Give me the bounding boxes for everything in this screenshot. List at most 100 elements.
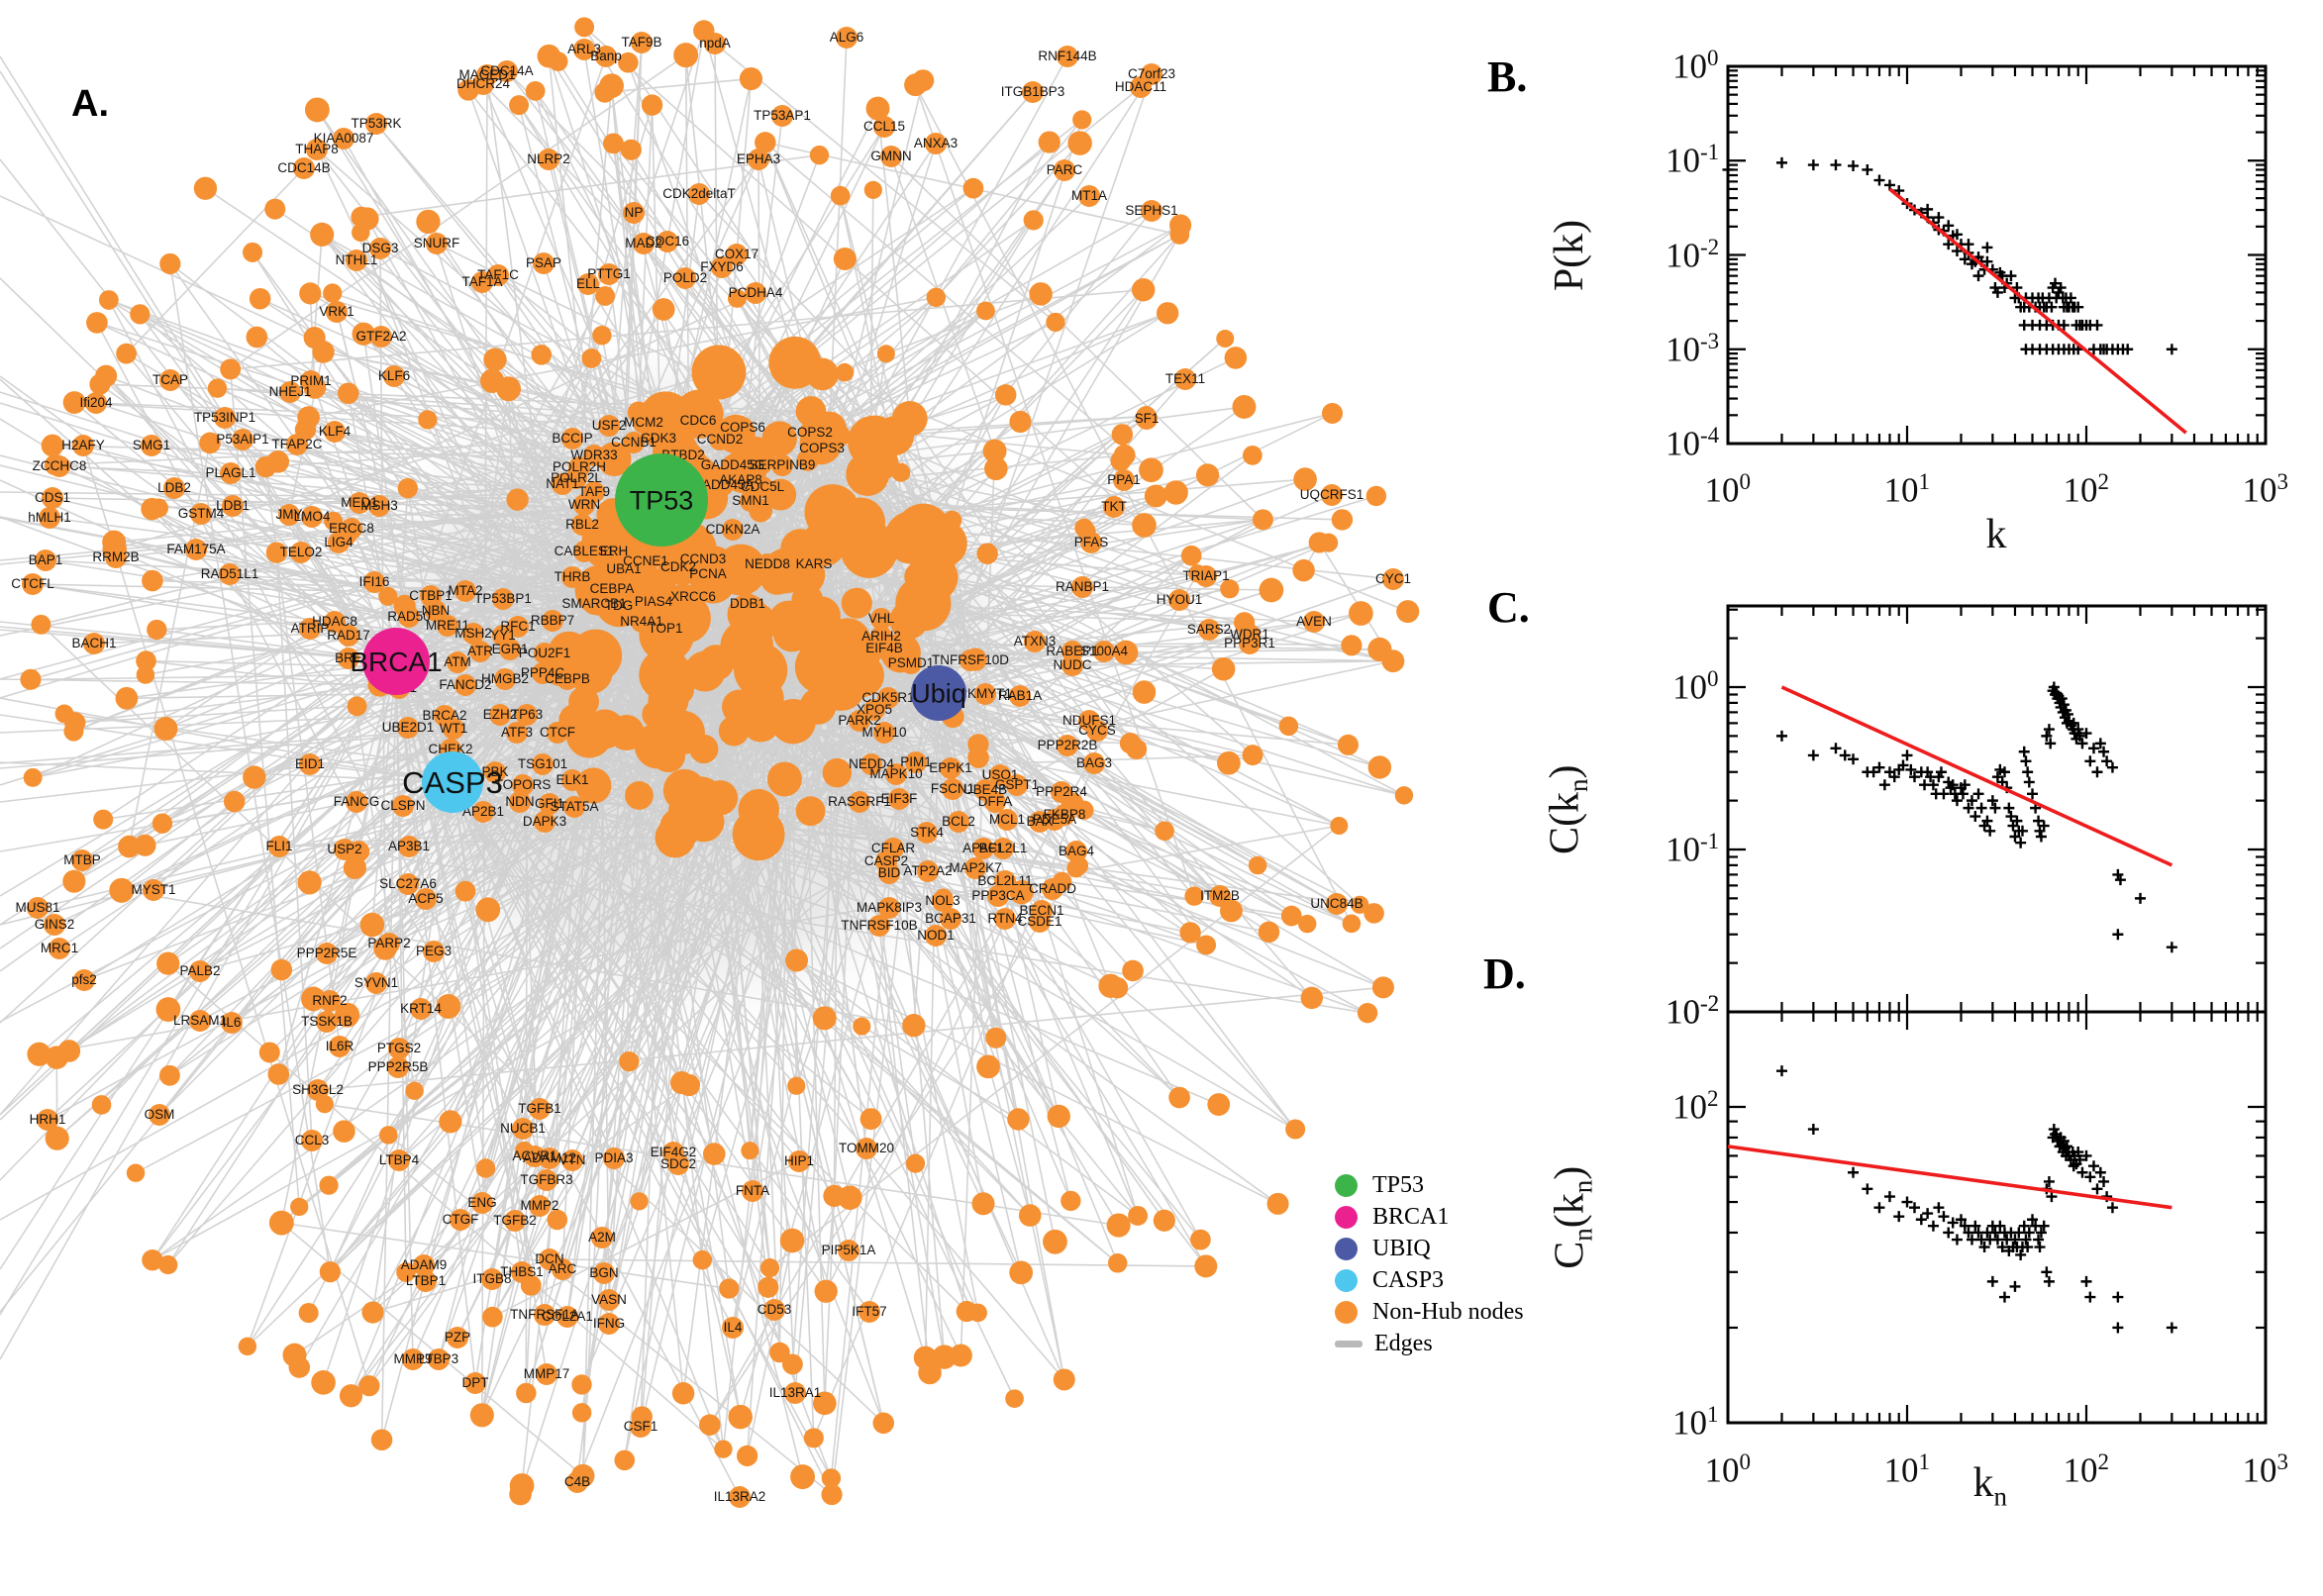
gene-node — [1074, 800, 1094, 820]
gene-label: TP53RK — [351, 116, 401, 131]
gene-node — [301, 1130, 323, 1151]
gene-label: KLF4 — [319, 424, 352, 439]
gene-node — [577, 273, 599, 295]
gene-node — [799, 422, 821, 444]
y-tick-B-10^-2: 10-2 — [1666, 234, 1720, 275]
gene-label: CCNB1 — [611, 435, 656, 449]
gene-node — [619, 1051, 640, 1072]
gene-label: SYVN1 — [354, 975, 398, 990]
gene-node — [984, 791, 1006, 813]
plot-D — [1726, 1010, 2268, 1425]
gene-node — [436, 994, 461, 1019]
gene-node — [1155, 821, 1174, 842]
gene-node — [396, 1262, 416, 1282]
gene-node — [1337, 734, 1360, 755]
gene-label: BID — [878, 865, 901, 880]
gene-node — [1300, 986, 1323, 1010]
gene-label: TFAP2C — [271, 437, 322, 451]
gene-node — [904, 73, 927, 97]
legend-color-dot — [1335, 1173, 1358, 1197]
gene-node — [536, 1363, 557, 1385]
gene-node — [286, 434, 308, 455]
gene-node — [1130, 76, 1152, 98]
gene-node — [220, 358, 242, 380]
gene-node — [222, 495, 244, 517]
gene-node — [729, 1486, 751, 1508]
gene-label: TOP1 — [648, 621, 682, 636]
gene-label: PPP3R1 — [1224, 636, 1275, 650]
gene-label: DAPK3 — [523, 814, 566, 829]
gene-node — [333, 128, 354, 150]
gene-node — [1051, 781, 1072, 803]
gene-label: EIF3F — [881, 791, 918, 806]
gene-node — [932, 890, 954, 912]
gene-node — [667, 556, 689, 578]
gene-node — [413, 1254, 435, 1276]
gene-label: NOL3 — [925, 893, 960, 908]
gene-node — [278, 504, 300, 526]
gene-node — [326, 301, 348, 323]
gene-node — [1357, 1002, 1378, 1024]
gene-node — [766, 761, 802, 797]
gene-label: IFT57 — [852, 1304, 886, 1319]
gene-label: LRSAM1 — [173, 1013, 227, 1028]
gene-node — [533, 252, 555, 274]
gene-label: IFI16 — [359, 574, 390, 589]
gene-label: ATR — [467, 644, 493, 658]
gene-node — [790, 1464, 816, 1490]
gene-label: STAT5A — [550, 799, 598, 814]
gene-label: CRADD — [1029, 881, 1076, 896]
gene-label: RFC1 — [500, 619, 535, 634]
gene-node — [691, 345, 747, 400]
gene-label: BRE — [335, 650, 362, 665]
gene-label: RAB1A — [998, 688, 1042, 703]
gene-node — [397, 717, 419, 739]
gene-node — [147, 619, 167, 641]
gene-node — [742, 1180, 763, 1202]
gene-node — [301, 986, 326, 1012]
gene-node — [1086, 720, 1108, 742]
gene-label: IL6R — [326, 1039, 354, 1053]
gene-node — [1080, 532, 1102, 553]
gene-label: PCNA — [689, 566, 727, 581]
legend-item-casp3: CASP3 — [1335, 1264, 1524, 1296]
gene-node — [45, 1126, 69, 1150]
gene-label: RAD17 — [327, 628, 370, 643]
gene-node — [801, 596, 841, 636]
y-tick-C-10^0: 100 — [1672, 665, 1719, 707]
gene-node — [563, 796, 585, 818]
gene-node — [859, 1108, 882, 1131]
gene-node — [349, 492, 370, 514]
gene-node — [803, 553, 825, 575]
gene-label: PARC — [1047, 162, 1083, 177]
gene-node — [652, 298, 675, 321]
gene-node — [712, 474, 734, 496]
gene-node — [667, 1153, 689, 1175]
gene-node — [858, 1301, 880, 1323]
gene-label: ERH — [600, 544, 629, 558]
gene-node — [439, 1110, 462, 1134]
gene-label: TGFB2 — [493, 1213, 537, 1228]
gene-node — [902, 1014, 926, 1038]
gene-node — [1198, 619, 1220, 641]
gene-node — [1351, 895, 1369, 914]
gene-label: STK4 — [910, 825, 944, 840]
gene-node — [891, 462, 911, 482]
gene-node — [571, 514, 593, 536]
gene-label: ATF3 — [501, 725, 533, 740]
gene-node — [1110, 450, 1132, 471]
gene-node — [878, 862, 900, 884]
gene-node — [299, 618, 321, 640]
gene-label: PPP3CA — [971, 888, 1024, 903]
gene-node — [1224, 347, 1248, 369]
gene-label: TNFRSF1A — [510, 1307, 579, 1322]
gene-node — [996, 809, 1018, 831]
gene-node — [1342, 914, 1362, 934]
gene-node — [838, 1240, 859, 1261]
gene-node — [976, 301, 995, 321]
gene-label: CCND3 — [680, 551, 727, 566]
gene-node — [149, 498, 168, 518]
gene-label: PPA1 — [1107, 472, 1141, 487]
gene-node — [301, 506, 323, 528]
gene-node — [630, 1416, 652, 1438]
